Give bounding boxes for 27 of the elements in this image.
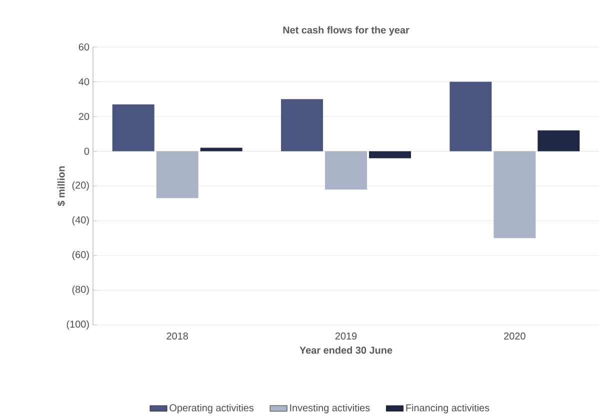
y-tick-label: 0 bbox=[84, 148, 90, 155]
y-tick-label: (80) bbox=[72, 286, 89, 295]
bar bbox=[325, 151, 368, 190]
bar bbox=[112, 104, 154, 152]
bar bbox=[494, 151, 536, 238]
y-tick-label: 40 bbox=[78, 78, 90, 86]
y-tick-label: (100) bbox=[66, 320, 89, 330]
bar bbox=[200, 148, 242, 152]
y-tick-label: (20) bbox=[72, 181, 89, 191]
bar bbox=[368, 151, 411, 158]
bar bbox=[281, 99, 324, 152]
y-tick-label: 20 bbox=[78, 112, 90, 120]
bar bbox=[538, 130, 580, 152]
y-axis-title: $ million bbox=[57, 166, 66, 206]
x-tick-label: 2020 bbox=[504, 332, 526, 340]
y-tick-label: 60 bbox=[78, 43, 90, 51]
legend-label: Operating activities bbox=[170, 404, 254, 414]
x-tick-label: 2019 bbox=[335, 332, 357, 340]
x-tick-label: 2018 bbox=[166, 332, 188, 340]
legend-label: Investing activities bbox=[290, 404, 370, 414]
bar bbox=[156, 151, 198, 198]
y-tick-label: (60) bbox=[72, 250, 89, 260]
chart-title: Net cash flows for the year bbox=[283, 26, 410, 36]
bar bbox=[450, 82, 492, 152]
x-axis-title: Year ended 30 June bbox=[300, 346, 392, 354]
legend-label: Financing activities bbox=[406, 404, 490, 414]
y-tick-label: (40) bbox=[72, 216, 89, 226]
